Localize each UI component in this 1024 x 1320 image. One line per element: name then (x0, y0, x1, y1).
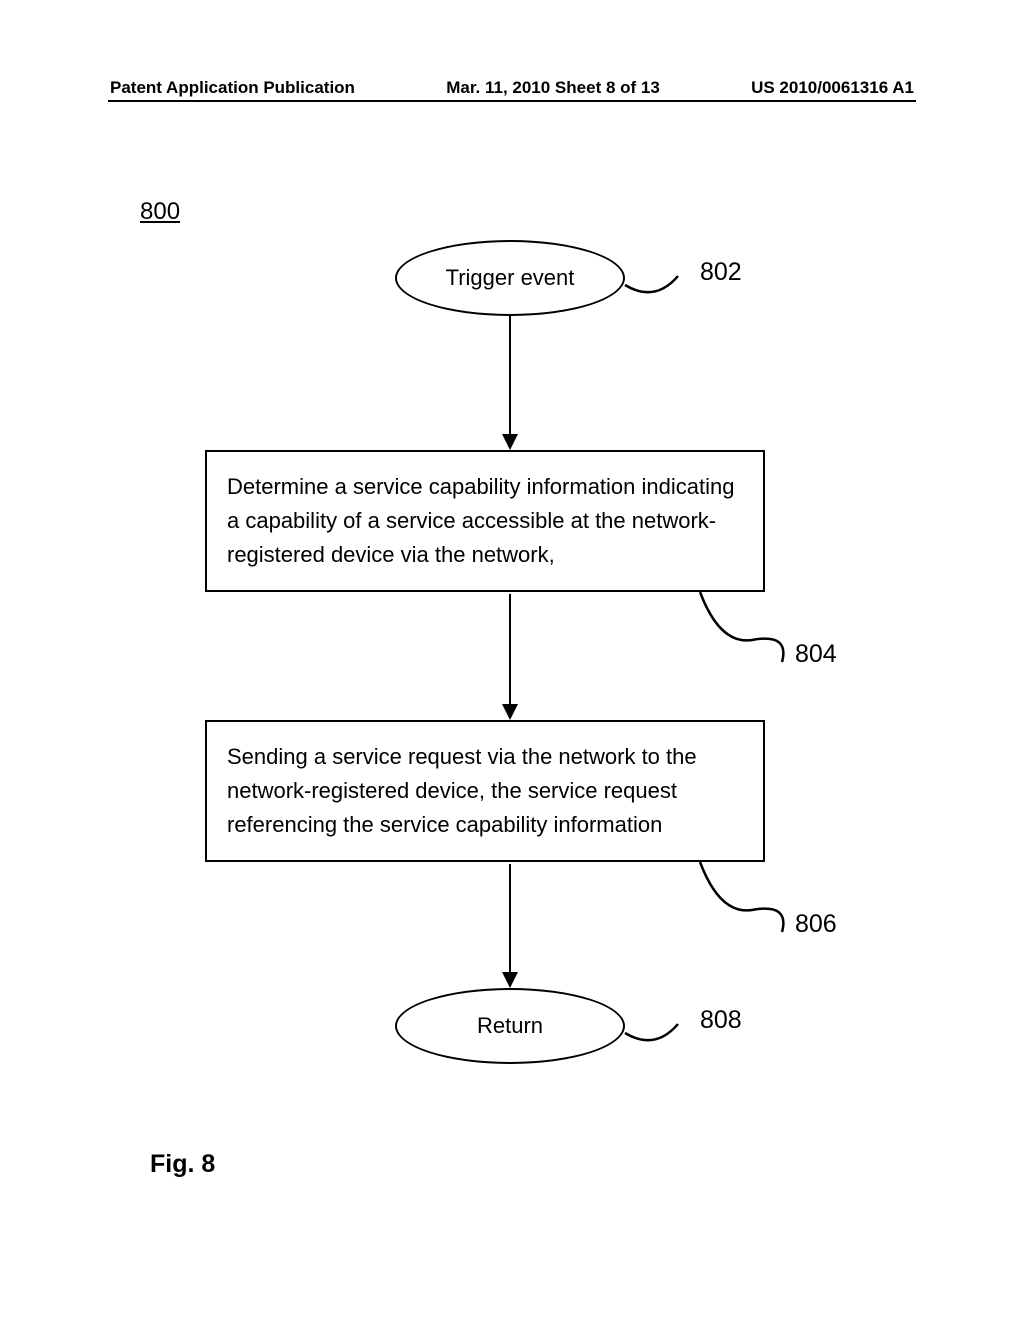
page: Patent Application Publication Mar. 11, … (0, 0, 1024, 1320)
figure-caption: Fig. 8 (150, 1150, 215, 1179)
ref-808: 808 (700, 1006, 742, 1035)
callout-808 (0, 0, 1024, 1320)
